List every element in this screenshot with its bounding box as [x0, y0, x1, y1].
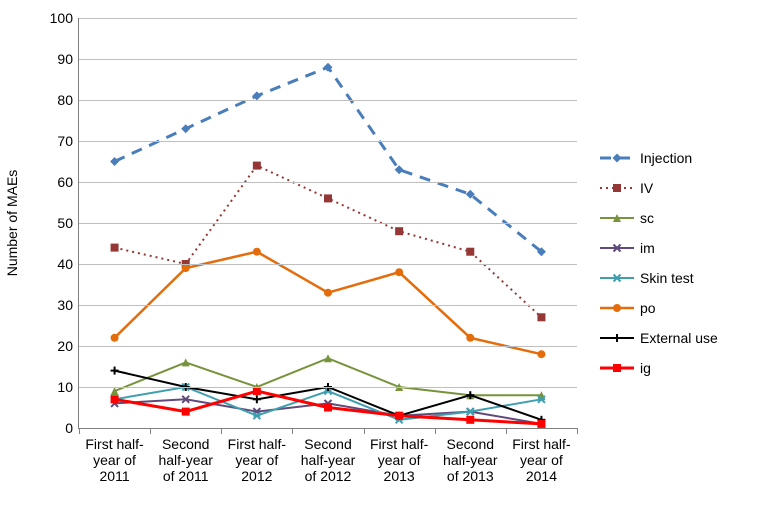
legend-swatch — [600, 331, 634, 345]
y-tick-label: 0 — [45, 420, 73, 436]
legend-swatch — [600, 301, 634, 315]
legend-label: IV — [640, 180, 653, 196]
legend-swatch — [600, 241, 634, 255]
mae-line-chart: 0 10 20 30 40 50 60 70 80 90 100 First half-year of… — [0, 0, 772, 510]
y-tick-label: 100 — [45, 10, 73, 26]
x-tick-label: Secondhalf-yearof 2012 — [288, 428, 367, 484]
legend-label: External use — [640, 330, 718, 346]
x-tick-label: First half-year of2011 — [75, 428, 154, 484]
x-tick-label: First half-year of2012 — [217, 428, 296, 484]
gridline — [79, 387, 577, 388]
legend-swatch — [600, 361, 634, 375]
gridline — [79, 182, 577, 183]
legend-label: Injection — [640, 150, 692, 166]
gridline — [79, 59, 577, 60]
legend-label: Skin test — [640, 270, 694, 286]
y-tick-label: 60 — [45, 174, 73, 190]
y-tick-label: 80 — [45, 92, 73, 108]
legend-item: External use — [600, 330, 718, 346]
gridline — [79, 264, 577, 265]
legend-label: po — [640, 300, 656, 316]
gridline — [79, 18, 577, 19]
y-tick-label: 90 — [45, 51, 73, 67]
y-axis-title: Number of MAEs — [4, 170, 20, 277]
x-tick-label: First half-year of2014 — [502, 428, 581, 484]
legend-item: sc — [600, 210, 718, 226]
y-tick-label: 30 — [45, 297, 73, 313]
y-tick-label: 10 — [45, 379, 73, 395]
y-tick-label: 40 — [45, 256, 73, 272]
legend-item: Injection — [600, 150, 718, 166]
legend-item: Skin test — [600, 270, 718, 286]
legend-swatch — [600, 211, 634, 225]
gridline — [79, 346, 577, 347]
legend-item: po — [600, 300, 718, 316]
legend-label: sc — [640, 210, 654, 226]
gridline — [79, 141, 577, 142]
x-tick-label: Secondhalf-yearof 2011 — [146, 428, 225, 484]
y-tick-label: 50 — [45, 215, 73, 231]
legend-item: ig — [600, 360, 718, 376]
legend-label: im — [640, 240, 655, 256]
legend-item: im — [600, 240, 718, 256]
legend-swatch — [600, 181, 634, 195]
legend-label: ig — [640, 360, 651, 376]
x-tick-label: Secondhalf-yearof 2013 — [431, 428, 510, 484]
legend-swatch — [600, 151, 634, 165]
gridline — [79, 100, 577, 101]
plot-area: 0102030405060708090100First half-year of… — [78, 18, 577, 429]
y-tick-label: 20 — [45, 338, 73, 354]
legend-swatch — [600, 271, 634, 285]
legend: Injection IV sc im Skin test po External use ig — [600, 150, 718, 390]
legend-item: IV — [600, 180, 718, 196]
gridline — [79, 223, 577, 224]
gridline — [79, 305, 577, 306]
x-tick-label: First half-year of2013 — [360, 428, 439, 484]
y-tick-label: 70 — [45, 133, 73, 149]
